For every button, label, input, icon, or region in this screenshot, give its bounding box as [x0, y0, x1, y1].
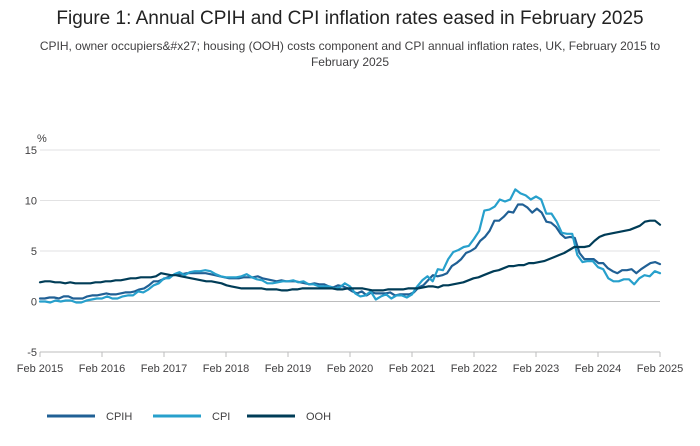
y-tick-label: 15 [25, 145, 37, 157]
y-tick-label: 5 [31, 246, 37, 258]
series-lines [38, 188, 662, 304]
legend-label-cpih: CPIH [106, 411, 132, 423]
x-tick-label: Feb 2023 [513, 363, 559, 375]
x-tick-label: Feb 2022 [451, 363, 497, 375]
x-tick-label: Feb 2021 [389, 363, 435, 375]
y-tick-label: -5 [27, 347, 37, 359]
legend: CPIH CPI OOH [47, 411, 331, 423]
series-line-ooh [38, 219, 662, 292]
x-tick-label: Feb 2017 [141, 363, 187, 375]
x-axis: Feb 2015 Feb 2016 Feb 2017 Feb 2018 Feb 2019… [17, 351, 683, 375]
legend-label-ooh: OOH [306, 411, 331, 423]
y-axis-ticks: 15 10 5 0 -5 [25, 145, 37, 359]
x-tick-label: Feb 2019 [265, 363, 311, 375]
y-tick-label: 10 [25, 196, 37, 208]
y-axis-unit-label: % [37, 133, 47, 145]
x-tick-label: Feb 2016 [79, 363, 125, 375]
x-tick-label: Feb 2024 [575, 363, 621, 375]
x-tick-label: Feb 2018 [203, 363, 249, 375]
chart-subtitle: CPIH, owner occupiers&#x27; housing (OOH… [39, 39, 661, 69]
series-line-cpih [38, 203, 662, 300]
y-tick-label: 0 [31, 297, 37, 309]
x-tick-label: Feb 2020 [327, 363, 373, 375]
chart-title: Figure 1: Annual CPIH and CPI inflation … [56, 8, 644, 29]
x-tick-label: Feb 2025 [637, 363, 683, 375]
series-line-cpi [38, 188, 662, 304]
x-tick-label: Feb 2015 [17, 363, 63, 375]
legend-label-cpi: CPI [212, 411, 230, 423]
